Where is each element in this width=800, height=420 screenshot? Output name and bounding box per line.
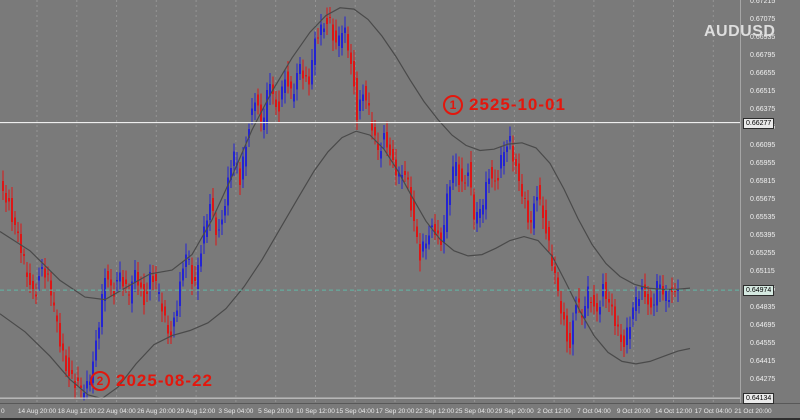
- time-tick-label: 26 Aug 20:00: [137, 408, 176, 415]
- price-tick-label: 0.64555: [750, 340, 776, 347]
- price-axis[interactable]: 0.67215 0.67075 0.66935 0.66795 0.66655 0.665…: [740, 0, 800, 404]
- symbol-watermark: AUDUSD: [704, 23, 776, 40]
- price-tick-label: 0.66935: [750, 34, 776, 41]
- annotation-2-date: 2025-08-22: [116, 371, 213, 390]
- time-tick-label: 29 Aug 12:00: [176, 408, 216, 415]
- time-tick-label: 9 Oct 20:00: [616, 408, 651, 415]
- price-tick-label: 0.65675: [750, 196, 776, 203]
- lower-band-line: [0, 130, 691, 400]
- level-price-box: 0.64134: [743, 393, 775, 404]
- price-tick-label: 0.64835: [750, 304, 776, 311]
- time-tick-label: 3 Sep 04:00: [218, 408, 254, 415]
- time-tick-label: 10 Sep 12:00: [296, 408, 335, 415]
- annotation-1[interactable]: 1 2525-10-01: [443, 95, 566, 115]
- price-tick-label: 0.65815: [750, 178, 776, 185]
- time-tick-label: 15 Sep 04:00: [335, 408, 375, 415]
- upper-band-line: [0, 7, 691, 301]
- time-tick-label: 14 Aug 20:00: [17, 408, 57, 415]
- vertical-gridlines: [36, 0, 714, 403]
- candles-layer: [2, 7, 679, 401]
- time-tick-label: 0: [1, 408, 5, 415]
- annotation-2[interactable]: 2 2025-08-22: [90, 371, 213, 391]
- time-tick-label: 18 Aug 12:00: [57, 408, 96, 415]
- level-price-box: 0.66277: [743, 118, 775, 129]
- time-axis[interactable]: 0 14 Aug 20:00 18 Aug 12:00 22 Aug 04:00 26 …: [0, 403, 800, 420]
- time-tick-label: 21 Oct 20:00: [734, 408, 772, 415]
- price-tick-label: 0.67075: [750, 16, 776, 23]
- circled-number-2-icon: 2: [90, 371, 110, 391]
- price-tick-label: 0.65115: [750, 268, 775, 275]
- annotation-1-date: 2525-10-01: [469, 95, 566, 114]
- time-tick-label: 22 Aug 04:00: [97, 408, 136, 415]
- price-tick-label: 0.66095: [750, 142, 776, 149]
- bid-price-box: 0.64974: [743, 285, 775, 296]
- price-tick-label: 0.65535: [750, 214, 776, 221]
- time-tick-label: 17 Oct 04:00: [694, 408, 732, 415]
- price-tick-label: 0.65255: [750, 250, 776, 257]
- circled-number-1-icon: 1: [443, 95, 463, 115]
- price-tick-label: 0.64275: [750, 376, 776, 383]
- time-tick-label: 5 Sep 20:00: [258, 408, 294, 415]
- time-tick-label: 2 Oct 12:00: [537, 408, 571, 415]
- time-tick-label: 17 Sep 20:00: [375, 408, 415, 415]
- time-tick-label: 22 Sep 12:00: [415, 408, 455, 415]
- price-tick-label: 0.67215: [750, 0, 776, 5]
- price-chart-area[interactable]: 1 2525-10-01 2 2025-08-22: [0, 0, 740, 403]
- time-tick-label: 7 Oct 04:00: [577, 408, 611, 415]
- price-tick-label: 0.66655: [750, 70, 776, 77]
- price-tick-label: 0.65955: [750, 160, 776, 167]
- price-tick-label: 0.64695: [750, 322, 776, 329]
- time-tick-label: 29 Sep 20:00: [495, 408, 534, 415]
- time-tick-label: 25 Sep 04:00: [455, 408, 494, 415]
- price-tick-label: 0.64415: [750, 358, 776, 365]
- price-tick-label: 0.66795: [750, 52, 776, 59]
- price-tick-label: 0.66375: [750, 106, 776, 113]
- candlestick-chart[interactable]: [0, 0, 740, 403]
- time-tick-label: 14 Oct 12:00: [654, 408, 693, 415]
- price-tick-label: 0.66515: [750, 88, 776, 95]
- price-tick-label: 0.65395: [750, 232, 776, 239]
